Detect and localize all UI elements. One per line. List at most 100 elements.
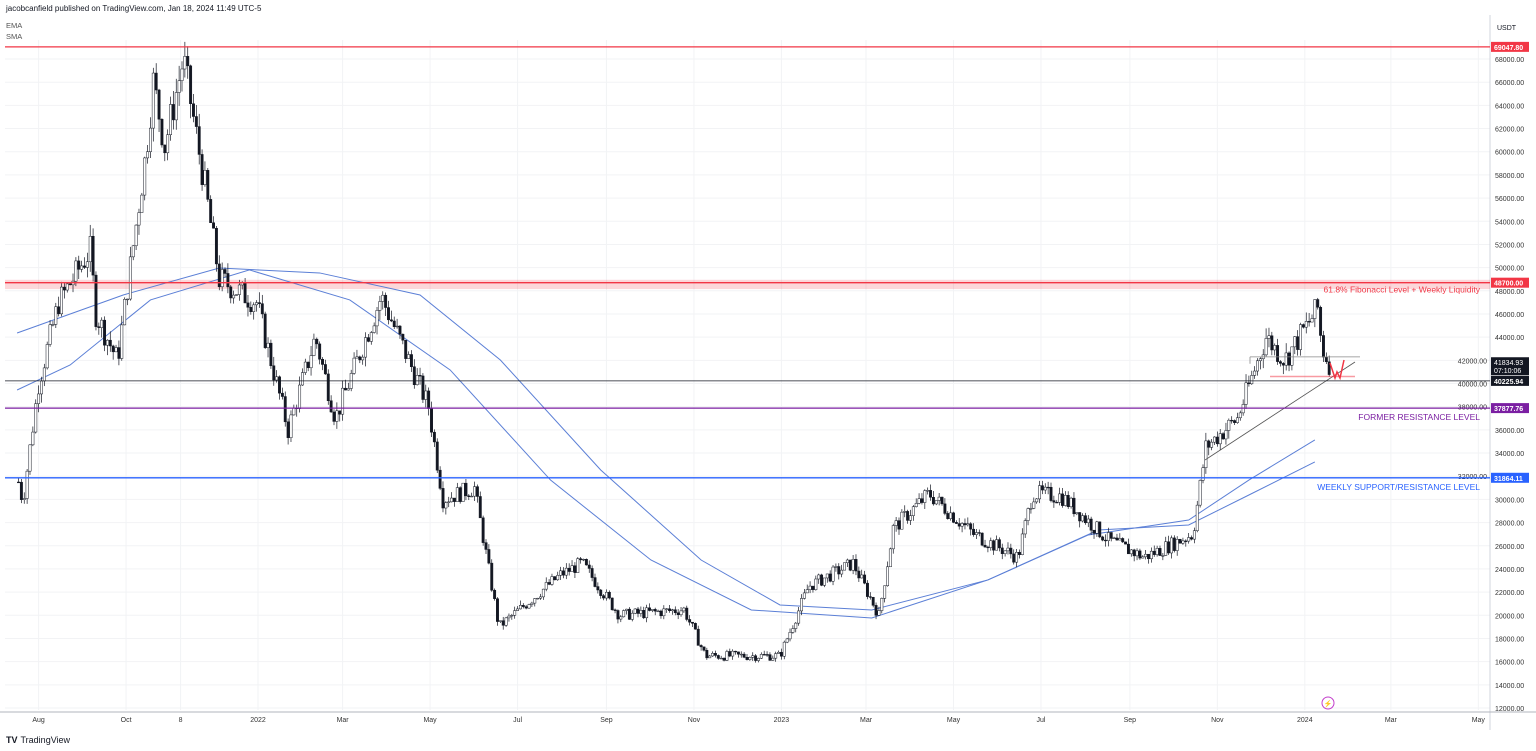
candle bbox=[223, 267, 227, 278]
candle-body bbox=[1213, 436, 1216, 443]
candle bbox=[1023, 518, 1027, 538]
candle bbox=[461, 482, 465, 502]
candle bbox=[553, 576, 557, 581]
candle-body bbox=[559, 570, 563, 576]
candle bbox=[1015, 549, 1019, 568]
candle-body bbox=[625, 608, 628, 611]
candle bbox=[1112, 536, 1116, 539]
candle bbox=[487, 544, 491, 565]
candle-body bbox=[802, 592, 806, 599]
candle bbox=[610, 597, 614, 611]
candle-body bbox=[1238, 412, 1242, 419]
candle-body bbox=[777, 651, 780, 654]
candle bbox=[957, 518, 961, 530]
candle bbox=[1299, 322, 1302, 356]
candle-body bbox=[699, 645, 703, 648]
candle-body bbox=[232, 294, 236, 299]
level-price-tag bbox=[1491, 41, 1529, 52]
candle bbox=[742, 652, 746, 659]
level-price-label: 48700.00 bbox=[1494, 281, 1523, 288]
candle bbox=[154, 63, 158, 95]
legend-ema[interactable]: EMA bbox=[6, 21, 23, 30]
candle bbox=[455, 482, 459, 502]
candle bbox=[547, 579, 551, 586]
candle-body bbox=[189, 65, 193, 104]
candle-body bbox=[1040, 485, 1044, 491]
candle bbox=[1049, 482, 1053, 503]
candle-body bbox=[874, 605, 878, 616]
legend-sma[interactable]: SMA bbox=[6, 32, 23, 41]
candle-body bbox=[1313, 299, 1317, 319]
candle bbox=[863, 570, 867, 585]
candle bbox=[1319, 305, 1323, 342]
candle bbox=[736, 651, 740, 658]
candle bbox=[108, 331, 112, 352]
candle-body bbox=[275, 376, 279, 381]
candle-body bbox=[361, 356, 365, 361]
candle bbox=[318, 341, 322, 365]
candle-body bbox=[1175, 539, 1179, 551]
candle bbox=[791, 625, 795, 634]
candle bbox=[949, 506, 953, 521]
candle-body bbox=[1233, 420, 1237, 423]
candle-body bbox=[544, 582, 548, 590]
candle-body bbox=[1043, 486, 1047, 491]
candle bbox=[1167, 535, 1171, 555]
lightning-icon-glyph: ⚡ bbox=[1324, 699, 1333, 708]
candle bbox=[77, 255, 81, 280]
candle-body bbox=[866, 582, 869, 597]
candle-body bbox=[51, 324, 55, 326]
candle-body bbox=[355, 356, 359, 359]
candle-body bbox=[137, 212, 141, 226]
trendline bbox=[1204, 361, 1356, 461]
candle-body bbox=[653, 609, 657, 612]
candle-body bbox=[648, 607, 651, 611]
candle-body bbox=[123, 299, 127, 326]
candle bbox=[51, 320, 55, 327]
candle bbox=[470, 492, 474, 498]
candle bbox=[496, 597, 499, 626]
candle-body bbox=[567, 567, 571, 572]
candle bbox=[1147, 553, 1150, 564]
candle-body bbox=[467, 495, 471, 497]
candle-body bbox=[745, 657, 749, 660]
candle bbox=[527, 603, 531, 609]
candle-body bbox=[160, 118, 164, 146]
candle-body bbox=[496, 598, 499, 622]
candle bbox=[97, 322, 101, 335]
candle-body bbox=[398, 325, 402, 335]
candle-body bbox=[805, 589, 809, 594]
candle bbox=[467, 494, 471, 501]
candle-body bbox=[352, 357, 356, 374]
candle bbox=[834, 563, 838, 572]
candle bbox=[556, 571, 560, 581]
candle-body bbox=[516, 608, 520, 611]
candle-body bbox=[493, 589, 497, 599]
candle-body bbox=[1112, 537, 1116, 539]
candle-body bbox=[963, 523, 967, 526]
candle bbox=[475, 484, 479, 503]
candle bbox=[286, 418, 290, 445]
candle-body bbox=[404, 339, 408, 359]
candle bbox=[593, 573, 597, 588]
candle-body bbox=[177, 80, 181, 93]
candle-body bbox=[1181, 540, 1185, 544]
candle bbox=[1026, 507, 1030, 526]
candle-body bbox=[214, 227, 218, 265]
candle bbox=[702, 646, 706, 652]
candle bbox=[1287, 351, 1291, 372]
candle bbox=[74, 257, 78, 287]
candle bbox=[1310, 314, 1314, 323]
candle-body bbox=[344, 387, 347, 391]
candle bbox=[708, 654, 712, 659]
candle bbox=[266, 337, 270, 358]
candle bbox=[321, 357, 324, 371]
candle-body bbox=[762, 654, 766, 656]
candle-body bbox=[771, 657, 775, 661]
candle-body bbox=[372, 325, 376, 333]
candle-body bbox=[759, 654, 763, 659]
candle-body bbox=[1121, 538, 1125, 543]
candle-body bbox=[650, 609, 654, 611]
candle bbox=[206, 168, 210, 202]
